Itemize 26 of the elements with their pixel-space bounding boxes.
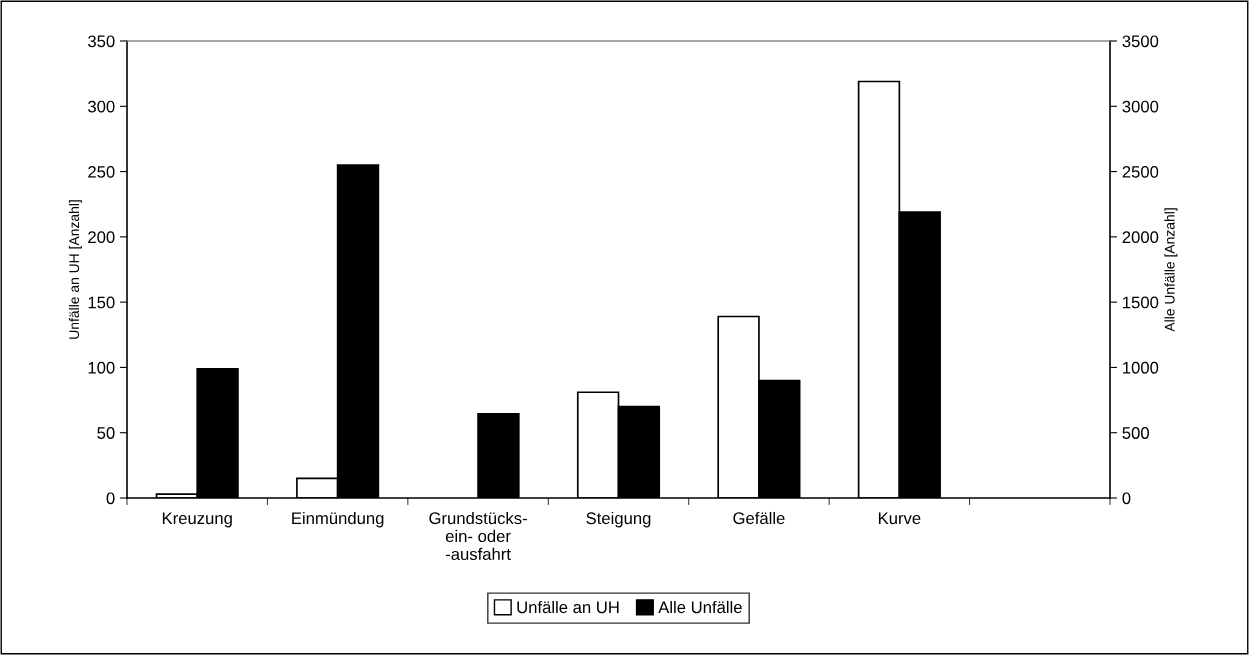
y-tick-label: 100: [88, 361, 115, 374]
x-tick-label: Einmündung: [292, 511, 384, 528]
y2-tick-label: 2000: [1122, 231, 1159, 244]
y-tick-label: 50: [97, 427, 115, 439]
y-tick-label: 200: [88, 231, 115, 244]
y-tick-label: 150: [88, 296, 115, 309]
legend-label: Alle Unfälle: [658, 600, 742, 614]
y-axis-title: Unfälle an UH [Anzahl]: [68, 200, 82, 339]
y-tick-label: 350: [88, 35, 115, 48]
y-tick-label: 0: [106, 492, 115, 505]
y2-tick-label: 500: [1122, 427, 1149, 439]
y2-tick-label: 0: [1122, 492, 1131, 505]
y2-axis-title: Alle Unfälle [Anzahl]: [1164, 208, 1178, 332]
y2-tick-label: 2500: [1122, 165, 1159, 178]
y-tick-label: 300: [88, 100, 115, 113]
y-tick-label: 250: [88, 165, 115, 178]
x-tick-label: Grundstücks- ein- oder -ausfahrt: [429, 511, 527, 561]
y2-tick-label: 3500: [1122, 35, 1159, 48]
legend-label: Unfälle an UH: [517, 600, 619, 614]
y2-tick-label: 3000: [1122, 100, 1159, 113]
x-tick-label: Steigung: [586, 511, 651, 528]
x-tick-label: Gefälle: [733, 511, 785, 525]
y2-tick-label: 1500: [1123, 296, 1159, 309]
x-tick-label: Kreuzung: [162, 512, 232, 528]
y2-tick-label: 1000: [1123, 361, 1159, 374]
x-tick-label: Kurve: [878, 512, 921, 525]
